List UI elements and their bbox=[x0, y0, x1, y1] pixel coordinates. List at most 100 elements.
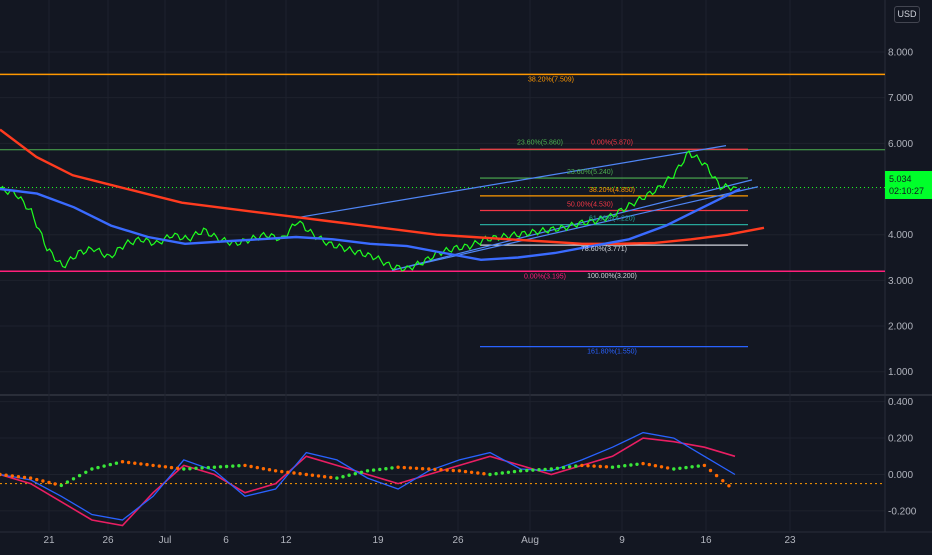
osc-dot bbox=[28, 476, 33, 480]
osc-dot bbox=[567, 465, 572, 469]
time-axis-tick: 19 bbox=[372, 535, 384, 546]
osc-dot bbox=[200, 466, 204, 470]
osc-dot bbox=[371, 468, 376, 472]
osc-dot bbox=[672, 467, 676, 471]
osc-dot bbox=[182, 467, 186, 471]
levels-layer bbox=[0, 73, 885, 348]
osc-dot bbox=[604, 465, 609, 469]
osc-dot bbox=[4, 473, 8, 477]
osc-dot bbox=[341, 475, 345, 479]
ma-red-line bbox=[0, 128, 765, 245]
fib-level-label: 0.00%(5.870) bbox=[591, 139, 633, 146]
time-axis-tick: 6 bbox=[223, 535, 229, 546]
osc-dot bbox=[469, 470, 474, 474]
osc-dot bbox=[353, 472, 357, 476]
price-axis-tick: 3.000 bbox=[888, 276, 913, 287]
osc-dot bbox=[482, 472, 486, 476]
osc-dot bbox=[384, 467, 388, 471]
osc-dot bbox=[41, 479, 45, 483]
osc-dot bbox=[623, 464, 627, 468]
fib-extension-label: 38.20%(7.509) bbox=[528, 76, 574, 83]
osc-dot bbox=[574, 464, 578, 468]
osc-dot bbox=[249, 464, 253, 469]
osc-axis-tick: 0.200 bbox=[888, 434, 913, 445]
osc-dot bbox=[598, 464, 602, 469]
time-axis-tick: 12 bbox=[280, 535, 292, 546]
osc-dot bbox=[531, 468, 535, 472]
osc-dot bbox=[721, 479, 725, 483]
osc-dot bbox=[212, 465, 217, 469]
osc-axis-tick: 0.400 bbox=[888, 397, 913, 408]
time-axis-tick: Jul bbox=[159, 535, 172, 546]
osc-dot bbox=[678, 466, 682, 470]
fib-level-label: 161.80%(1.550) bbox=[587, 349, 637, 356]
osc-dot bbox=[59, 483, 63, 488]
osc-dot bbox=[488, 472, 492, 477]
osc-dot bbox=[0, 472, 2, 477]
osc-dot bbox=[286, 470, 290, 474]
price-axis-tick: 1.000 bbox=[888, 367, 913, 378]
osc-blue-line bbox=[0, 431, 736, 521]
price-axis-tick: 4.000 bbox=[888, 230, 913, 241]
osc-dot bbox=[255, 465, 259, 470]
osc-dot bbox=[188, 467, 192, 471]
osc-dot bbox=[635, 462, 639, 466]
osc-dot bbox=[322, 475, 327, 479]
osc-dot bbox=[329, 475, 333, 480]
fib-level-label: 61.80%(4.220) bbox=[589, 216, 635, 223]
osc-dot bbox=[457, 469, 462, 473]
osc-dot bbox=[476, 471, 480, 475]
osc-dot bbox=[157, 464, 161, 468]
osc-dot bbox=[518, 469, 523, 473]
osc-dot bbox=[586, 464, 590, 468]
osc-dot bbox=[77, 473, 82, 478]
fib-level-label: 50.00%(4.530) bbox=[567, 201, 613, 208]
osc-dot bbox=[727, 484, 731, 488]
osc-dot bbox=[347, 473, 351, 477]
osc-dot bbox=[555, 466, 560, 470]
osc-dot bbox=[90, 467, 94, 471]
osc-dot bbox=[665, 466, 670, 470]
osc-dot bbox=[237, 464, 241, 468]
osc-dot bbox=[231, 464, 235, 468]
osc-dot bbox=[696, 464, 700, 468]
osc-dot bbox=[126, 460, 131, 465]
osc-dot bbox=[549, 467, 553, 471]
osc-dot bbox=[108, 462, 113, 467]
osc-dot bbox=[525, 468, 529, 473]
osc-dot bbox=[35, 477, 39, 482]
osc-dot bbox=[120, 460, 125, 464]
grid-layer bbox=[0, 0, 932, 533]
osc-dot bbox=[684, 465, 688, 470]
osc-dot bbox=[451, 468, 455, 473]
osc-dot bbox=[84, 470, 88, 474]
osc-dot bbox=[261, 467, 266, 471]
fib-level-label: 23.60%(5.240) bbox=[567, 169, 613, 176]
currency-button[interactable]: USD bbox=[894, 6, 920, 23]
osc-dot bbox=[427, 467, 431, 471]
osc-dot bbox=[494, 472, 498, 476]
osc-dot bbox=[280, 469, 284, 474]
channel-upper-line bbox=[295, 145, 727, 219]
price-axis-tick: 7.000 bbox=[888, 93, 913, 104]
osc-dot bbox=[512, 469, 517, 474]
osc-dot bbox=[139, 462, 143, 466]
fib-level-label: 0.00%(3.195) bbox=[524, 273, 566, 280]
osc-dot bbox=[292, 471, 296, 475]
osc-dot bbox=[543, 467, 547, 472]
osc-dot bbox=[659, 465, 664, 469]
osc-dot bbox=[133, 461, 137, 465]
osc-dot bbox=[708, 468, 713, 473]
osc-dot bbox=[702, 463, 707, 468]
price-axis-tick: 2.000 bbox=[888, 322, 913, 333]
osc-dot bbox=[163, 465, 168, 469]
osc-dot bbox=[151, 463, 155, 468]
osc-dot bbox=[243, 463, 247, 468]
osc-dot bbox=[439, 468, 443, 472]
osc-dot bbox=[10, 474, 14, 478]
fib-label-layer: 38.20%(7.509) 23.60%(5.860) 0.00%(5.870) 23… bbox=[517, 76, 637, 355]
osc-dot bbox=[96, 465, 100, 470]
osc-dot bbox=[592, 464, 596, 468]
